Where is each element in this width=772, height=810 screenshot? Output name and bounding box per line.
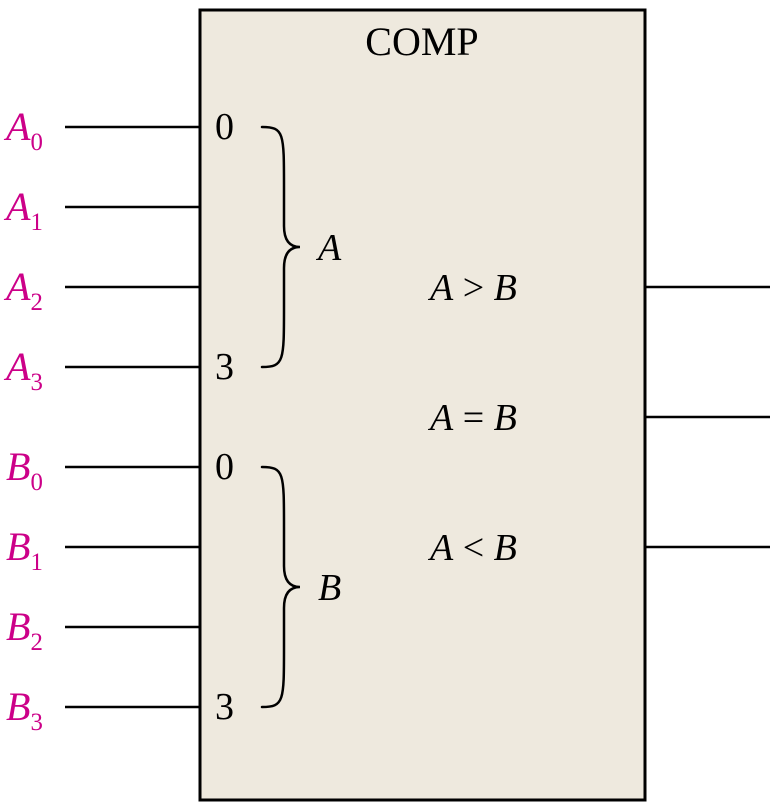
- comparator-body: [200, 10, 645, 800]
- block-title: COMP: [365, 19, 478, 64]
- output-a-gt-b-label: A > B: [427, 267, 517, 309]
- output-a-eq-b-label: A = B: [427, 397, 517, 439]
- input-b1-label: B1: [6, 524, 43, 576]
- input-a0-pin-number: 0: [215, 106, 234, 148]
- input-a3-pin-number: 3: [215, 346, 234, 388]
- input-b3-label: B3: [6, 684, 43, 736]
- group-label-A: A: [315, 227, 342, 269]
- input-a1-label: A1: [3, 184, 43, 236]
- input-a2-label: A2: [3, 264, 43, 316]
- input-b0-label: B0: [6, 444, 43, 496]
- input-a3-label: A3: [3, 344, 43, 396]
- input-b0-pin-number: 0: [215, 446, 234, 488]
- input-b2-label: B2: [6, 604, 43, 656]
- input-b3-pin-number: 3: [215, 686, 234, 728]
- input-a0-label: A0: [3, 104, 43, 156]
- group-label-B: B: [318, 567, 341, 609]
- output-a-lt-b-label: A < B: [427, 527, 517, 569]
